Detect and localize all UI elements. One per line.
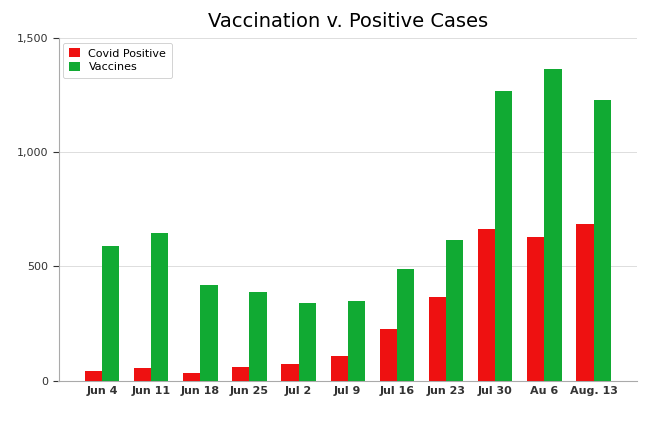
Bar [577,224,593,381]
Bar [250,291,266,381]
Bar [478,230,495,381]
Bar [183,373,200,381]
Bar [84,371,102,381]
Title: Vaccination v. Positive Cases: Vaccination v. Positive Cases [208,12,488,31]
Bar [527,237,544,381]
Bar [348,301,365,381]
Bar [281,364,298,381]
Bar [102,246,119,381]
Bar [446,240,463,381]
Bar [544,69,562,381]
Bar [397,269,414,381]
Bar [298,303,316,381]
Bar [200,285,218,381]
Bar [593,100,611,381]
Bar [380,329,397,381]
Bar [134,368,151,381]
Legend: Covid Positive, Vaccines: Covid Positive, Vaccines [63,43,172,78]
Bar [151,233,168,381]
Bar [495,91,512,381]
Bar [429,297,446,381]
Bar [331,356,348,381]
Bar [232,367,250,381]
